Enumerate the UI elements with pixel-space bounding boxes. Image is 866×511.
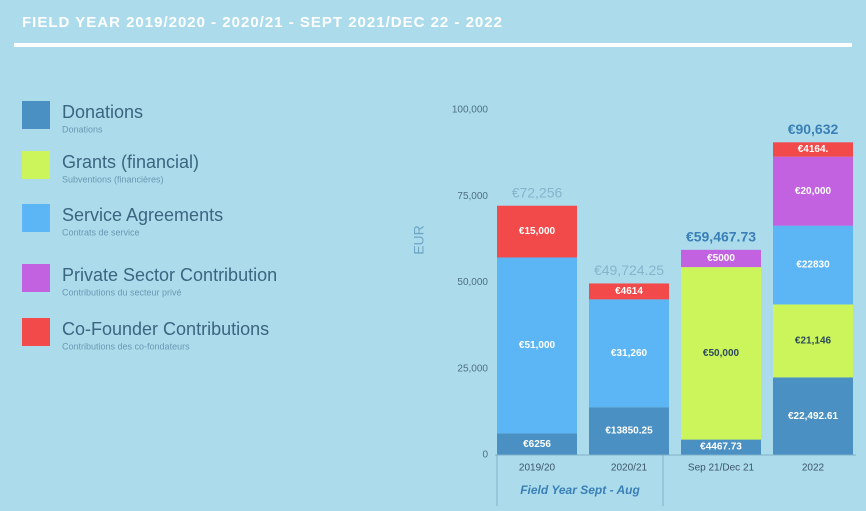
legend-swatch xyxy=(22,204,50,232)
bar-value-label: €22,492.61 xyxy=(788,411,838,422)
legend-sublabel: Donations xyxy=(62,124,103,134)
bar-value-label: €6256 xyxy=(523,439,551,450)
bar-segment xyxy=(589,407,669,455)
bar-value-label: €4164. xyxy=(798,144,829,155)
bar-value-label: €22830 xyxy=(796,260,830,271)
legend-sublabel: Contributions du secteur privé xyxy=(62,287,182,297)
legend-swatch xyxy=(22,101,50,129)
bar-value-label: €15,000 xyxy=(519,226,556,237)
bar-total-label: €72,256 xyxy=(512,184,563,200)
y-axis-label: EUR xyxy=(411,225,427,255)
bar-segment xyxy=(681,267,761,440)
legend-label: Service Agreements xyxy=(62,205,223,225)
y-tick-label: 0 xyxy=(482,450,488,461)
bar-value-label: €50,000 xyxy=(703,348,740,359)
bar-total-label: €90,632 xyxy=(788,121,839,137)
bar-value-label: €20,000 xyxy=(795,186,832,197)
group-label: Field Year Sept - Aug xyxy=(520,483,640,497)
bar-segment xyxy=(681,439,761,455)
legend-label: Donations xyxy=(62,102,143,122)
bar-value-label: €21,146 xyxy=(795,336,832,347)
legend-label: Grants (financial) xyxy=(62,152,199,172)
legend-sublabel: Contributions des co-fondateurs xyxy=(62,341,190,351)
legend-swatch xyxy=(22,264,50,292)
bar-value-label: €4614 xyxy=(615,286,643,297)
bar-segment xyxy=(497,257,577,434)
legend-swatch xyxy=(22,318,50,346)
y-tick-label: 75,000 xyxy=(457,191,488,202)
bar-segment xyxy=(773,304,853,378)
bar-value-label: €31,260 xyxy=(611,348,648,359)
bar-total-label: €59,467.73 xyxy=(686,229,756,245)
y-tick-label: 25,000 xyxy=(457,363,488,374)
x-tick-label: 2019/20 xyxy=(519,463,556,474)
legend-label: Co-Founder Contributions xyxy=(62,319,269,339)
bar-value-label: €5000 xyxy=(707,253,735,264)
bar-segment xyxy=(773,142,853,157)
legend-swatch xyxy=(22,151,50,179)
bar-segment xyxy=(589,283,669,300)
x-tick-label: 2020/21 xyxy=(611,463,648,474)
bar-value-label: €4467.73 xyxy=(700,442,742,453)
x-tick-label: Sep 21/Dec 21 xyxy=(688,463,755,474)
bar-segment xyxy=(589,299,669,408)
bar-value-label: €13850.25 xyxy=(605,426,653,437)
page-title: FIELD YEAR 2019/2020 - 2020/21 - SEPT 20… xyxy=(22,14,503,31)
bar-segment xyxy=(773,156,853,226)
bar-segment xyxy=(681,249,761,268)
y-tick-label: 100,000 xyxy=(452,105,489,116)
legend-label: Private Sector Contribution xyxy=(62,265,277,285)
legend-sublabel: Contrats de service xyxy=(62,227,140,237)
bar-segment xyxy=(497,433,577,455)
bar-value-label: €51,000 xyxy=(519,340,556,351)
x-tick-label: 2022 xyxy=(802,463,825,474)
bar-segment xyxy=(773,225,853,305)
bar-segment xyxy=(497,205,577,258)
y-tick-label: 50,000 xyxy=(457,277,488,288)
bar-total-label: €49,724.25 xyxy=(594,262,664,278)
bar-segment xyxy=(773,377,853,455)
legend-sublabel: Subventions (financières) xyxy=(62,174,164,184)
